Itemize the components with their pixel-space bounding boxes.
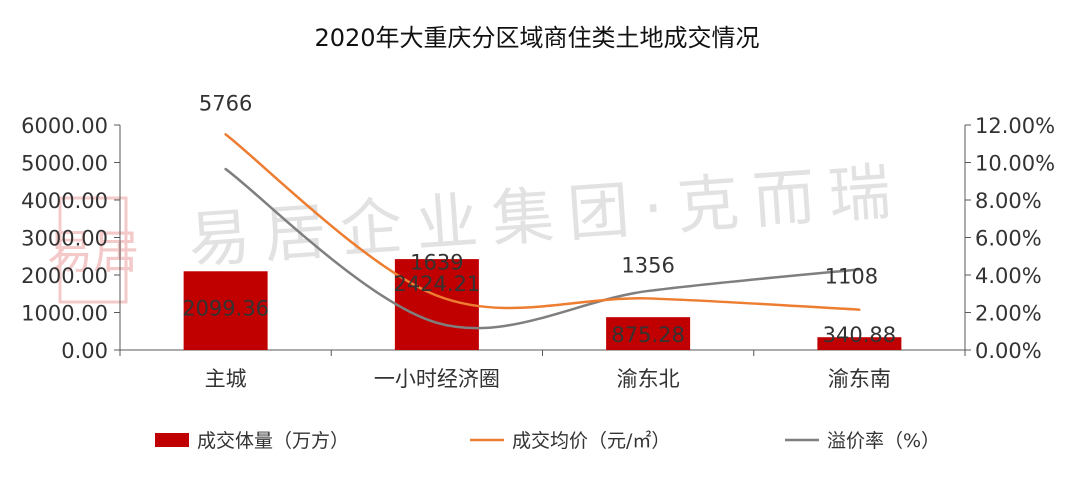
premium-line xyxy=(224,167,861,330)
price-value-label: 5766 xyxy=(199,91,252,115)
right-tick-label: 10.00% xyxy=(975,152,1055,176)
right-tick-label: 12.00% xyxy=(975,114,1055,138)
left-tick-label: 0.00 xyxy=(61,339,108,363)
watermark-seal-text: 易居 xyxy=(47,225,139,279)
right-tick-label: 2.00% xyxy=(975,302,1042,326)
bar-value-label: 2099.36 xyxy=(182,296,269,320)
right-tick-label: 8.00% xyxy=(975,189,1042,213)
price-value-label: 1356 xyxy=(621,253,674,277)
bars xyxy=(183,259,902,350)
right-tick-label: 0.00% xyxy=(975,339,1042,363)
left-tick-label: 5000.00 xyxy=(21,152,108,176)
bar-value-label: 875.28 xyxy=(611,323,684,347)
x-tick-label: 渝东北 xyxy=(617,367,680,391)
x-tick-label: 一小时经济圈 xyxy=(374,367,500,391)
chart-title: 2020年大重庆分区域商住类土地成交情况 xyxy=(314,24,759,52)
lines xyxy=(224,133,861,330)
price-value-label: 1639 xyxy=(410,251,463,275)
legend: 成交体量（万方） 成交均价（元/㎡） 溢价率（%） xyxy=(155,429,940,452)
left-tick-label: 1000.00 xyxy=(21,302,108,326)
right-tick-label: 6.00% xyxy=(975,227,1042,251)
bar xyxy=(183,271,268,350)
price-line xyxy=(224,133,861,311)
data-labels: 2099.36 2424.21 875.28 340.88 5766 1639 1356 11… xyxy=(182,91,896,347)
legend-label: 溢价率（%） xyxy=(827,430,940,452)
bar-value-label: 2424.21 xyxy=(393,272,480,296)
bar xyxy=(817,337,902,350)
right-tick-label: 4.00% xyxy=(975,264,1042,288)
left-tick-label: 6000.00 xyxy=(21,114,108,138)
left-tick-label: 2000.00 xyxy=(21,264,108,288)
left-tick-label: 3000.00 xyxy=(21,227,108,251)
legend-label: 成交均价（元/㎡） xyxy=(512,429,670,452)
x-tick-label: 渝东南 xyxy=(828,367,891,391)
bar xyxy=(606,317,691,350)
x-tick-label: 主城 xyxy=(205,367,247,391)
axes: 0.00 1000.00 2000.00 3000.00 4000.00 5000.00 6… xyxy=(21,114,1055,391)
watermark-text: 易居企业集团·克而瑞 xyxy=(186,154,907,277)
watermark-seal-frame xyxy=(58,196,128,304)
bar-value-label: 340.88 xyxy=(823,323,896,347)
legend-label: 成交体量（万方） xyxy=(197,430,349,452)
left-tick-label: 4000.00 xyxy=(21,189,108,213)
price-value-label: 1108 xyxy=(825,265,878,289)
legend-bar-swatch xyxy=(155,433,189,447)
